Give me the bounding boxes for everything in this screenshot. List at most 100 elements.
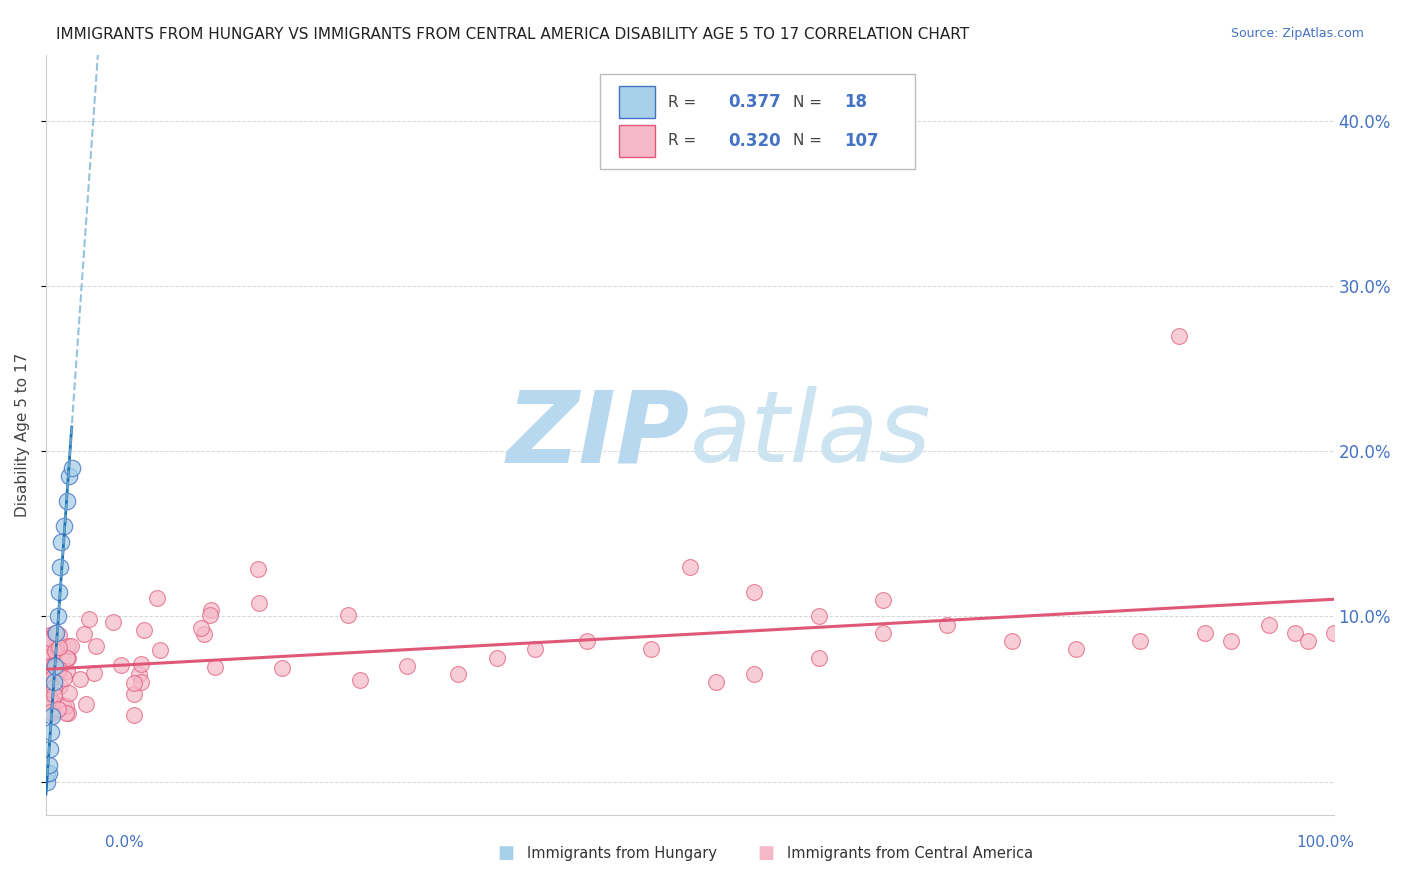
Point — [42, 657, 65, 672]
Point — [807, 609, 830, 624]
Point — [37, 766, 59, 780]
Point — [38, 659, 60, 673]
Point — [41, 708, 63, 723]
Point — [37, 629, 59, 643]
Point — [129, 675, 152, 690]
Text: Immigrants from Central America: Immigrants from Central America — [787, 847, 1033, 861]
Point — [37, 633, 59, 648]
Point — [39, 632, 62, 647]
Point — [575, 634, 598, 648]
Point — [1129, 634, 1152, 648]
Point — [1001, 634, 1024, 648]
Point — [39, 725, 62, 739]
Point — [679, 560, 702, 574]
Point — [60, 461, 83, 475]
Point — [69, 673, 91, 687]
Point — [45, 626, 67, 640]
Point — [55, 698, 77, 713]
Point — [200, 603, 222, 617]
Point — [190, 621, 212, 635]
Point — [39, 652, 62, 666]
Point — [1194, 626, 1216, 640]
Point — [38, 664, 60, 678]
Point — [44, 644, 66, 658]
Point — [58, 650, 80, 665]
Text: R =: R = — [668, 95, 702, 110]
Point — [1323, 626, 1346, 640]
Point — [37, 654, 59, 668]
Point — [198, 608, 221, 623]
Point — [37, 644, 59, 658]
Point — [56, 664, 79, 678]
Point — [103, 615, 125, 629]
Point — [55, 494, 77, 508]
Text: IMMIGRANTS FROM HUNGARY VS IMMIGRANTS FROM CENTRAL AMERICA DISABILITY AGE 5 TO 1: IMMIGRANTS FROM HUNGARY VS IMMIGRANTS FR… — [56, 27, 969, 42]
Point — [48, 662, 70, 676]
Point — [447, 667, 470, 681]
Y-axis label: Disability Age 5 to 17: Disability Age 5 to 17 — [15, 352, 30, 517]
Point — [52, 698, 75, 712]
Text: ZIP: ZIP — [506, 386, 690, 483]
Point — [640, 642, 662, 657]
Point — [48, 584, 70, 599]
Point — [807, 650, 830, 665]
Point — [39, 703, 62, 717]
Point — [485, 650, 508, 665]
Point — [271, 660, 294, 674]
Point — [38, 693, 60, 707]
Point — [45, 661, 67, 675]
Point — [60, 639, 83, 653]
Point — [49, 560, 72, 574]
Point — [149, 643, 172, 657]
Point — [75, 697, 97, 711]
Point — [132, 624, 155, 638]
Point — [39, 672, 62, 686]
Point — [37, 687, 59, 701]
Point — [37, 683, 59, 698]
FancyBboxPatch shape — [600, 74, 915, 169]
FancyBboxPatch shape — [619, 87, 655, 119]
Point — [51, 535, 73, 549]
Text: Immigrants from Hungary: Immigrants from Hungary — [527, 847, 717, 861]
Text: N =: N = — [793, 133, 823, 148]
Text: 18: 18 — [845, 94, 868, 112]
Point — [39, 628, 62, 642]
Point — [84, 639, 107, 653]
Text: ■: ■ — [498, 844, 515, 862]
Point — [48, 640, 70, 654]
Point — [146, 591, 169, 606]
Text: 0.320: 0.320 — [728, 132, 782, 150]
Point — [37, 681, 59, 696]
Point — [872, 593, 894, 607]
Text: R =: R = — [668, 133, 702, 148]
FancyBboxPatch shape — [619, 125, 655, 157]
Point — [73, 627, 96, 641]
Point — [39, 705, 62, 719]
Point — [193, 627, 215, 641]
Point — [38, 766, 60, 780]
Point — [41, 694, 63, 708]
Point — [742, 584, 765, 599]
Text: Source: ZipAtlas.com: Source: ZipAtlas.com — [1230, 27, 1364, 40]
Point — [42, 680, 65, 694]
Point — [83, 666, 105, 681]
Point — [38, 741, 60, 756]
Point — [37, 641, 59, 656]
Point — [56, 640, 79, 654]
Point — [49, 679, 72, 693]
Text: N =: N = — [793, 95, 823, 110]
Point — [1296, 634, 1319, 648]
Point — [38, 692, 60, 706]
Point — [41, 700, 63, 714]
Point — [122, 686, 145, 700]
Point — [42, 688, 65, 702]
Point — [46, 609, 69, 624]
Point — [204, 660, 226, 674]
Point — [48, 628, 70, 642]
Point — [38, 634, 60, 648]
Point — [247, 596, 270, 610]
Point — [38, 631, 60, 645]
Point — [48, 701, 70, 715]
Point — [46, 642, 69, 657]
Point — [56, 650, 79, 665]
